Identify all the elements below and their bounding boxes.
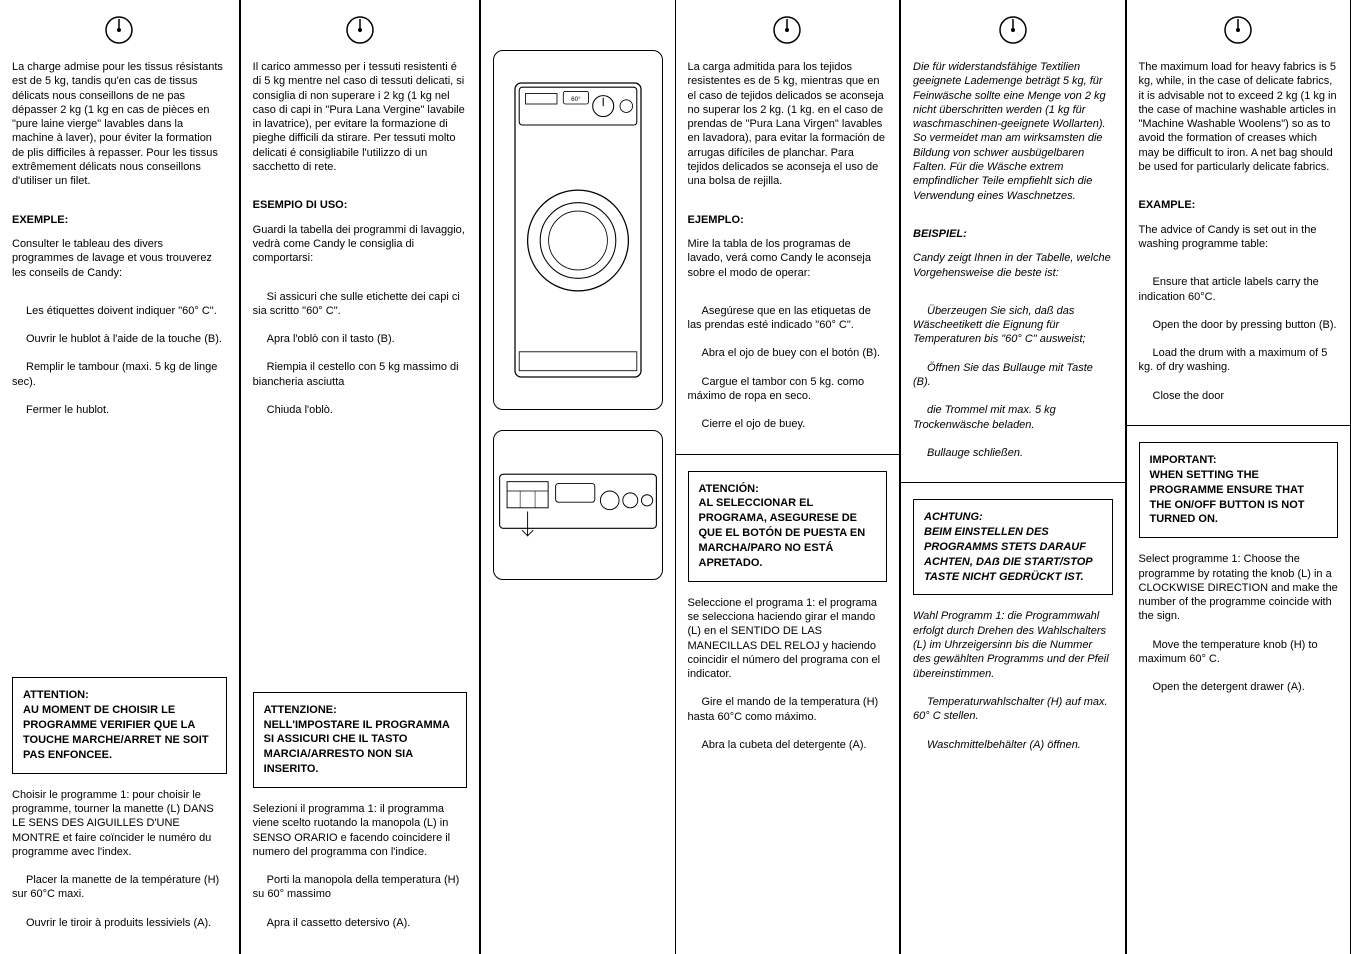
divider xyxy=(676,454,900,455)
dial-icon xyxy=(99,10,139,50)
dial-icon xyxy=(1218,10,1258,50)
fr-temp-text: Placer la manette de la température (H) … xyxy=(12,873,227,902)
column-fr: La charge admise pour les tissus résista… xyxy=(0,0,240,954)
en-bullet-3: Close the door xyxy=(1139,389,1339,403)
de-attention-box: ACHTUNG: BEIM EINSTELLEN DES PROGRAMMS S… xyxy=(913,499,1113,595)
right-page: La carga admitida para los tejidos resis… xyxy=(676,0,1351,954)
left-page: La charge admise pour les tissus résista… xyxy=(0,0,676,954)
fr-example-intro: Consulter le tableau des divers programm… xyxy=(12,237,227,280)
de-load-paragraph: Die für widerstandsfähige Textilien geei… xyxy=(913,60,1113,213)
de-example-block: BEISPIEL: Candy zeigt Ihnen in der Tabel… xyxy=(913,227,1113,290)
it-load-paragraph: Il carico ammesso per i tessuti resisten… xyxy=(253,60,468,184)
fr-example-heading: EXEMPLE: xyxy=(12,213,227,227)
de-bullet-0: Überzeugen Sie sich, daß das Wäscheetike… xyxy=(913,304,1113,347)
it-example-heading: ESEMPIO DI USO: xyxy=(253,198,468,212)
de-temp-text: Temperaturwahlschalter (H) auf max. 60° … xyxy=(913,695,1113,724)
de-bullet-1: Öffnen Sie das Bullauge mit Taste (B). xyxy=(913,361,1113,390)
it-attention-box: ATTENZIONE: NELL'IMPOSTARE IL PROGRAMMA … xyxy=(253,692,468,788)
en-bullet-0: Ensure that article labels carry the ind… xyxy=(1139,275,1339,304)
it-example-block: ESEMPIO DI USO: Guardi la tabella dei pr… xyxy=(253,198,468,275)
divider xyxy=(1127,425,1351,426)
es-bullet-3: Cierre el ojo de buey. xyxy=(688,417,888,431)
es-temp-text: Gire el mando de la temperatura (H) hast… xyxy=(688,695,888,724)
it-bullet-0: Si assicuri che sulle etichette dei capi… xyxy=(253,290,468,319)
column-en: The maximum load for heavy fabrics is 5 … xyxy=(1126,0,1351,954)
en-attention-box: IMPORTANT: WHEN SETTING THE PROGRAMME EN… xyxy=(1139,442,1339,538)
de-example-intro: Candy zeigt Ihnen in der Tabelle, welche… xyxy=(913,251,1113,280)
en-select-text: Select programme 1: Choose the programme… xyxy=(1139,552,1339,623)
es-select-text: Seleccione el programa 1: el programa se… xyxy=(688,596,888,682)
control-panel-illustration xyxy=(493,430,663,580)
washing-machine-illustration: 60° xyxy=(493,50,663,410)
de-example-heading: BEISPIEL: xyxy=(913,227,1113,241)
es-example-block: EJEMPLO: Mire la tabla de los programas … xyxy=(688,213,888,290)
en-bullet-1: Open the door by pressing button (B). xyxy=(1139,318,1339,332)
de-bullet-2: die Trommel mit max. 5 kg Trockenwäsche … xyxy=(913,403,1113,432)
fr-bullet-3: Fermer le hublot. xyxy=(12,403,227,417)
de-drawer-text: Waschmittelbehälter (A) öffnen. xyxy=(913,738,1113,752)
it-bullet-2: Riempia il cestello con 5 kg massimo di … xyxy=(253,360,468,389)
de-select-text: Wahl Programm 1: die Programmwahl erfolg… xyxy=(913,609,1113,680)
dial-icon xyxy=(767,10,807,50)
it-drawer-text: Apra il cassetto detersivo (A). xyxy=(253,916,468,930)
es-drawer-text: Abra la cubeta del detergente (A). xyxy=(688,738,888,752)
en-example-intro: The advice of Candy is set out in the wa… xyxy=(1139,223,1339,252)
en-load-paragraph: The maximum load for heavy fabrics is 5 … xyxy=(1139,60,1339,184)
es-example-heading: EJEMPLO: xyxy=(688,213,888,227)
fr-example-block: EXEMPLE: Consulter le tableau des divers… xyxy=(12,213,227,290)
de-bullet-3: Bullauge schließen. xyxy=(913,446,1113,460)
fr-bullet-1: Ouvrir le hublot à l'aide de la touche (… xyxy=(12,332,227,346)
es-bullet-0: Asegúrese que en las etiquetas de las pr… xyxy=(688,304,888,333)
es-example-intro: Mire la tabla de los programas de lavado… xyxy=(688,237,888,280)
it-example-intro: Guardi la tabella dei programmi di lavag… xyxy=(253,223,468,266)
dial-icon xyxy=(993,10,1033,50)
en-temp-text: Move the temperature knob (H) to maximum… xyxy=(1139,638,1339,667)
fr-load-paragraph: La charge admise pour les tissus résista… xyxy=(12,60,227,199)
divider xyxy=(901,482,1125,483)
fr-bullet-0: Les étiquettes doivent indiquer "60° C". xyxy=(12,304,227,318)
it-select-text: Selezioni il programma 1: il programma v… xyxy=(253,802,468,859)
column-de: Die für widerstandsfähige Textilien geei… xyxy=(900,0,1126,954)
it-temp-text: Porti la manopola della temperatura (H) … xyxy=(253,873,468,902)
it-bullet-3: Chiuda l'oblò. xyxy=(253,403,468,417)
svg-text:60°: 60° xyxy=(571,95,581,103)
fr-drawer-text: Ouvrir le tiroir à produits lessiviels (… xyxy=(12,916,227,930)
es-bullet-1: Abra el ojo de buey con el botón (B). xyxy=(688,346,888,360)
fr-bullet-2: Remplir le tambour (maxi. 5 kg de linge … xyxy=(12,360,227,389)
es-load-paragraph: La carga admitida para los tejidos resis… xyxy=(688,60,888,199)
column-it: Il carico ammesso per i tessuti resisten… xyxy=(240,0,481,954)
en-drawer-text: Open the detergent drawer (A). xyxy=(1139,680,1339,694)
dial-icon xyxy=(340,10,380,50)
es-bullet-2: Cargue el tambor con 5 kg. como máximo d… xyxy=(688,375,888,404)
fr-attention-box: ATTENTION: AU MOMENT DE CHOISIR LE PROGR… xyxy=(12,677,227,773)
en-example-heading: EXAMPLE: xyxy=(1139,198,1339,212)
es-attention-box: ATENCIÓN: AL SELECCIONAR EL PROGRAMA, AS… xyxy=(688,471,888,582)
en-example-block: EXAMPLE: The advice of Candy is set out … xyxy=(1139,198,1339,261)
en-bullet-2: Load the drum with a maximum of 5 kg. of… xyxy=(1139,346,1339,375)
it-bullet-1: Apra l'oblò con il tasto (B). xyxy=(253,332,468,346)
column-illustration: 60° xyxy=(480,0,675,954)
column-es: La carga admitida para los tejidos resis… xyxy=(676,0,901,954)
fr-select-text: Choisir le programme 1: pour choisir le … xyxy=(12,788,227,859)
